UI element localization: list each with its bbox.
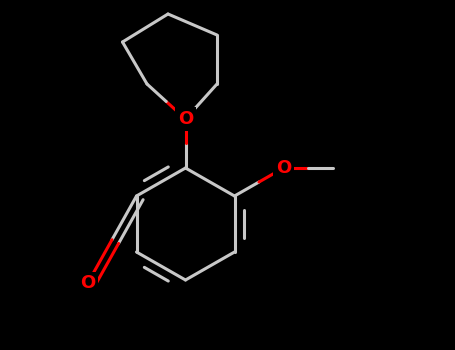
Text: O: O: [80, 274, 95, 293]
Text: O: O: [178, 110, 193, 128]
Text: O: O: [276, 159, 291, 177]
